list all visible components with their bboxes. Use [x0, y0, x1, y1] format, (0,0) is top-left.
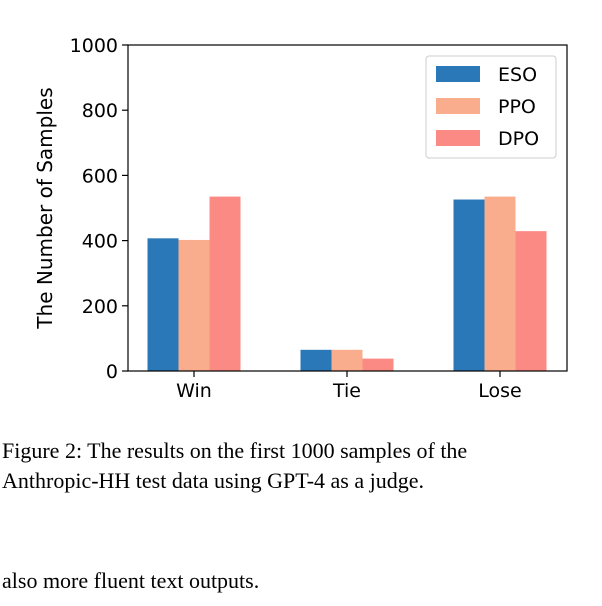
legend-swatch-dpo — [436, 130, 480, 146]
y-tick-label: 200 — [82, 296, 118, 318]
x-tick-label-win: Win — [176, 380, 212, 402]
legend: ESO PPO DPO — [425, 55, 557, 159]
legend-swatch-eso — [436, 66, 480, 82]
bar-dpo-win — [209, 196, 241, 371]
legend-label-dpo: DPO — [498, 128, 539, 150]
body-text: also more fluent text outputs. — [2, 568, 260, 593]
bar-eso-lose — [453, 199, 485, 371]
y-tick-label: 0 — [106, 361, 118, 383]
x-tick-label-lose: Lose — [478, 380, 521, 402]
caption-line-1: Figure 2: The results on the first 1000 … — [2, 438, 468, 463]
x-tick-label-tie: Tie — [332, 380, 361, 402]
bar-ppo-win — [178, 239, 210, 371]
bar-dpo-tie — [362, 358, 394, 371]
bar-ppo-tie — [331, 349, 363, 371]
bar-chart: 0 200 400 600 800 1000 Win Tie Lose The Number … — [33, 35, 568, 402]
x-axis: Win Tie Lose — [176, 371, 522, 402]
legend-label-eso: ESO — [498, 64, 537, 86]
legend-label-ppo: PPO — [498, 96, 536, 118]
caption-line-2: Anthropic-HH test data using GPT-4 as a … — [2, 468, 425, 493]
y-tick-label: 600 — [82, 165, 118, 187]
y-axis-label: The Number of Samples — [33, 87, 57, 329]
y-tick-label: 800 — [82, 100, 118, 122]
bar-dpo-lose — [515, 231, 547, 371]
figure-caption: Figure 2: The results on the first 1000 … — [2, 436, 600, 496]
bar-ppo-lose — [484, 196, 516, 371]
y-axis: 0 200 400 600 800 1000 — [70, 35, 128, 383]
y-tick-label: 400 — [82, 231, 118, 253]
bars-group — [147, 196, 547, 371]
bar-eso-tie — [300, 349, 332, 371]
bar-eso-win — [147, 238, 179, 371]
legend-swatch-ppo — [436, 98, 480, 114]
y-tick-label: 1000 — [70, 35, 118, 57]
